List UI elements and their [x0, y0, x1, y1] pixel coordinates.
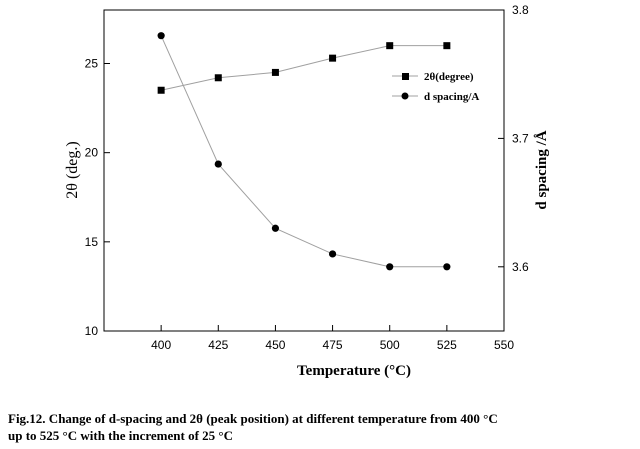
x-axis-title: Temperature (°C): [297, 363, 411, 379]
left-tick-label: 20: [85, 146, 99, 160]
right-axis-title: d spacing /Å: [534, 130, 550, 209]
x-tick-label: 400: [151, 338, 171, 352]
left-tick-label: 15: [85, 235, 99, 249]
data-point-circle: [328, 250, 337, 258]
right-tick-label: 3.8: [512, 3, 529, 17]
x-tick-label: 475: [323, 338, 343, 352]
data-point-square: [329, 54, 337, 62]
data-point-square: [271, 68, 279, 76]
left-tick-label: 10: [85, 324, 99, 338]
left-axis-title: 2θ (deg.): [64, 141, 81, 198]
x-tick-label: 525: [437, 338, 457, 352]
x-tick-label: 450: [265, 338, 285, 352]
x-tick-label: 500: [380, 338, 400, 352]
data-point-circle: [271, 224, 280, 232]
plot-frame: [103, 9, 505, 332]
figure-caption: Fig.12. Change of d-spacing and 2θ (peak…: [8, 410, 636, 444]
x-axis-ticks: 400 425 450 475 500 525 550: [151, 325, 514, 352]
data-point-square: [157, 86, 165, 94]
right-tick-label: 3.6: [512, 260, 529, 274]
caption-line-2: up to 525 °C with the increment of 25 °C: [8, 428, 234, 443]
x-tick-label: 550: [494, 338, 514, 352]
dual-axis-line-chart: 400 425 450 475 500 525 550 10 15 20 25 3.6 3.7 3.8…: [64, 3, 550, 379]
data-point-circle: [214, 160, 222, 168]
data-point-circle: [386, 263, 394, 271]
series-line-0: [161, 45, 447, 91]
legend-label-2theta: 2θ(degree): [424, 71, 474, 83]
data-point-circle: [443, 263, 451, 271]
legend-square-marker: [402, 73, 409, 80]
x-tick-label: 425: [208, 338, 228, 352]
data-point-square: [214, 74, 222, 82]
right-axis-ticks: 3.6 3.7 3.8: [498, 3, 529, 274]
left-tick-label: 25: [85, 57, 99, 71]
caption-line-1: Fig.12. Change of d-spacing and 2θ (peak…: [8, 411, 498, 426]
legend: 2θ(degree) d spacing/A: [392, 71, 479, 103]
left-axis-ticks: 10 15 20 25: [85, 57, 110, 338]
legend-label-dspacing: d spacing/A: [424, 91, 479, 103]
legend-circle-marker: [401, 92, 409, 100]
series-line-1: [160, 35, 447, 268]
data-point-square: [386, 42, 394, 50]
series-layer: [157, 32, 451, 271]
right-tick-label: 3.7: [512, 131, 529, 145]
data-point-circle: [157, 32, 165, 40]
data-point-square: [443, 42, 451, 50]
